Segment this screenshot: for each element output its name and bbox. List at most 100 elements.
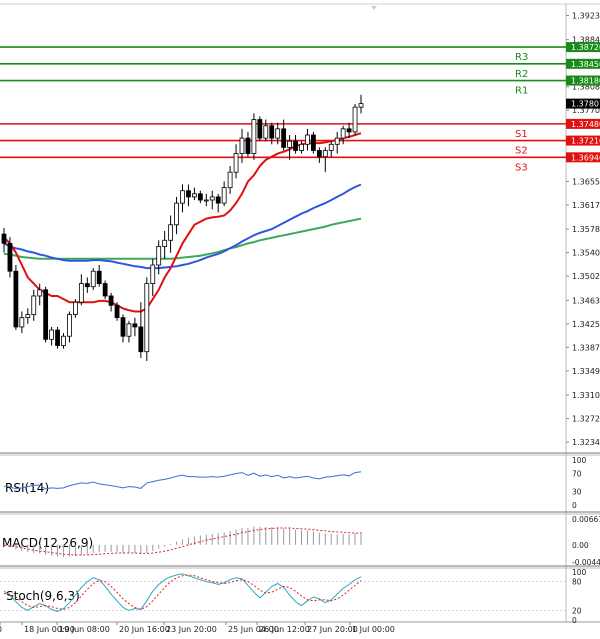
last-price-box [566,98,600,109]
candle[interactable] [73,299,78,318]
candle[interactable] [186,184,191,207]
candle[interactable] [78,274,84,306]
candle[interactable] [132,317,138,337]
candle-body-down [316,150,322,158]
candle[interactable] [299,141,304,154]
candle[interactable] [43,286,49,343]
time-tick-label: 18 Jun 00:00 [24,625,75,634]
candle[interactable] [316,147,322,163]
level-price-label: 1.37480 [571,120,600,129]
candle[interactable] [305,128,310,151]
candle[interactable] [37,283,43,306]
rsi-pane: RSI(14) 100 70 30 0 [3,456,587,510]
candle[interactable] [180,184,185,213]
candle[interactable] [90,268,96,290]
candle[interactable] [334,131,340,154]
candle-body-down [215,196,221,204]
candle-body-up [239,137,245,154]
candle[interactable] [328,141,334,157]
candle[interactable] [138,302,144,358]
candle[interactable] [174,196,179,235]
time-tick-label: 26 Jun 12:00 [259,625,310,634]
chart-shift-marker-icon[interactable] [371,6,377,10]
candle-body-down [84,283,90,288]
candle[interactable] [340,125,346,145]
candle-body-down [310,134,316,151]
candle-body-up [126,323,132,337]
candle[interactable] [269,122,275,145]
candle-body-up [180,190,185,204]
candle[interactable] [203,193,209,207]
candle[interactable] [19,311,25,334]
candle[interactable] [25,308,31,324]
candle[interactable] [287,135,293,160]
candle-body-up [322,150,328,158]
candle-body-up [78,283,84,303]
candle[interactable] [96,265,102,287]
candle-body-up [67,314,72,337]
candle[interactable] [108,292,114,312]
macd-pane: MACD(12,26,9) 0.006619 0.00 -0.004405 [2,515,600,567]
candle[interactable] [144,277,150,361]
candle[interactable] [281,119,287,151]
price-tick-label: 1.38080 [572,83,600,92]
price-tick-label: 1.35400 [572,249,600,258]
candle[interactable] [168,215,174,253]
candle-body-down [114,304,120,319]
candle[interactable] [352,104,358,136]
candle[interactable] [215,193,221,213]
macd-axis: 0.006619 0.00 -0.004405 [572,515,600,567]
candle[interactable] [221,181,227,207]
candle[interactable] [197,190,203,204]
time-tick-label: 27 Jun 20:00 [307,625,358,634]
candle[interactable] [156,240,162,275]
macd-signal [3,527,361,556]
candle[interactable] [114,302,120,321]
candle-body-up [49,329,54,340]
candle[interactable] [191,187,197,201]
candle-body-down [281,128,287,148]
candle-body-up [227,171,233,189]
candle[interactable] [7,237,13,278]
candle[interactable] [322,147,328,173]
candle[interactable] [358,94,364,114]
candle-body-down [13,270,19,328]
candle-body-up [37,289,43,297]
candle[interactable] [61,333,66,349]
candle[interactable] [263,119,269,142]
candle-body-down [269,125,275,139]
stoch-main-line [3,573,362,612]
candle[interactable] [251,113,257,160]
candle[interactable] [346,122,352,139]
candle[interactable] [293,135,298,154]
candle[interactable] [162,230,168,259]
candle[interactable] [233,144,239,179]
candle[interactable] [245,131,251,157]
candle[interactable] [84,277,90,293]
candle[interactable] [209,190,215,210]
candle[interactable] [126,320,132,343]
candle[interactable] [102,280,108,300]
candle[interactable] [55,326,60,349]
candle[interactable] [227,165,233,194]
candle-body-down [138,326,144,353]
candle[interactable] [49,326,54,346]
price-tick-label: 1.32720 [572,415,600,424]
candles [1,94,364,361]
candle[interactable] [275,122,281,145]
candle[interactable] [1,227,7,253]
candle[interactable] [31,289,37,321]
level-price-label: 1.36940 [571,153,600,162]
candle[interactable] [150,258,156,296]
indicator-tick-label: 0 [572,501,577,510]
candle-body-down [102,283,108,297]
candle[interactable] [120,314,126,343]
candle[interactable] [239,128,245,163]
candle[interactable] [13,265,19,331]
price-pane: 1.39230 1.38840 1.38080 1.37700 1.36550 1.361… [0,12,600,447]
candle[interactable] [257,116,263,142]
candle[interactable] [67,311,72,343]
candle[interactable] [310,131,316,154]
level-label-r3: R3 [515,52,528,63]
